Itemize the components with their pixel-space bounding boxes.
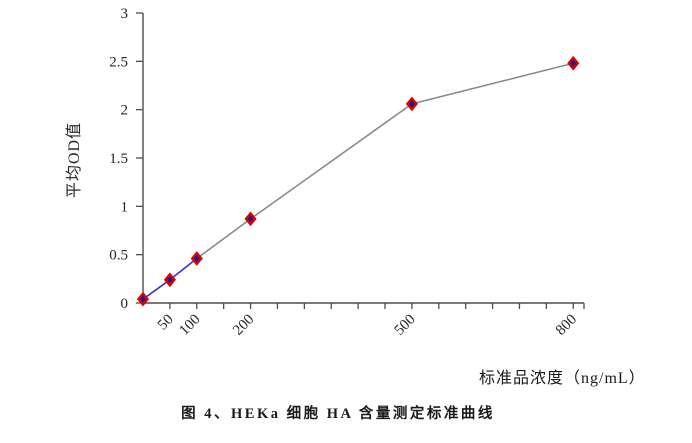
data-point-marker: [405, 96, 418, 112]
y-tick-label: 0.5: [109, 248, 128, 264]
x-axis-title: 标准品浓度（ng/mL）: [479, 370, 646, 387]
x-tick-label: 100: [176, 312, 203, 339]
figure-caption: 图 4、HEKa 细胞 HA 含量测定标准曲线: [181, 406, 495, 422]
series-segment: [196, 218, 252, 260]
series-segment: [142, 279, 171, 300]
y-tick-label: 2: [121, 103, 129, 119]
y-axis-title: 平均OD值: [66, 121, 83, 199]
x-tick-label: 500: [392, 312, 419, 339]
data-point-marker: [136, 291, 150, 307]
axis-lines: [142, 13, 584, 304]
x-tick-label: 200: [230, 312, 257, 339]
data-point-marker: [567, 55, 580, 71]
y-tick-label: 0: [121, 296, 129, 312]
y-tick-label: 2.5: [109, 54, 128, 70]
data-point-marker: [163, 272, 176, 288]
series-segment: [411, 62, 574, 105]
y-tick-label: 1.5: [109, 151, 128, 167]
data-point-marker: [244, 211, 257, 227]
x-tick-label: 800: [553, 312, 580, 339]
series-segment: [169, 257, 198, 281]
x-tick-label: 50: [155, 312, 177, 334]
y-tick-label: 1: [121, 199, 129, 215]
series-segment: [250, 103, 413, 220]
y-tick-label: 3: [121, 6, 129, 22]
data-point-marker: [190, 251, 203, 266]
